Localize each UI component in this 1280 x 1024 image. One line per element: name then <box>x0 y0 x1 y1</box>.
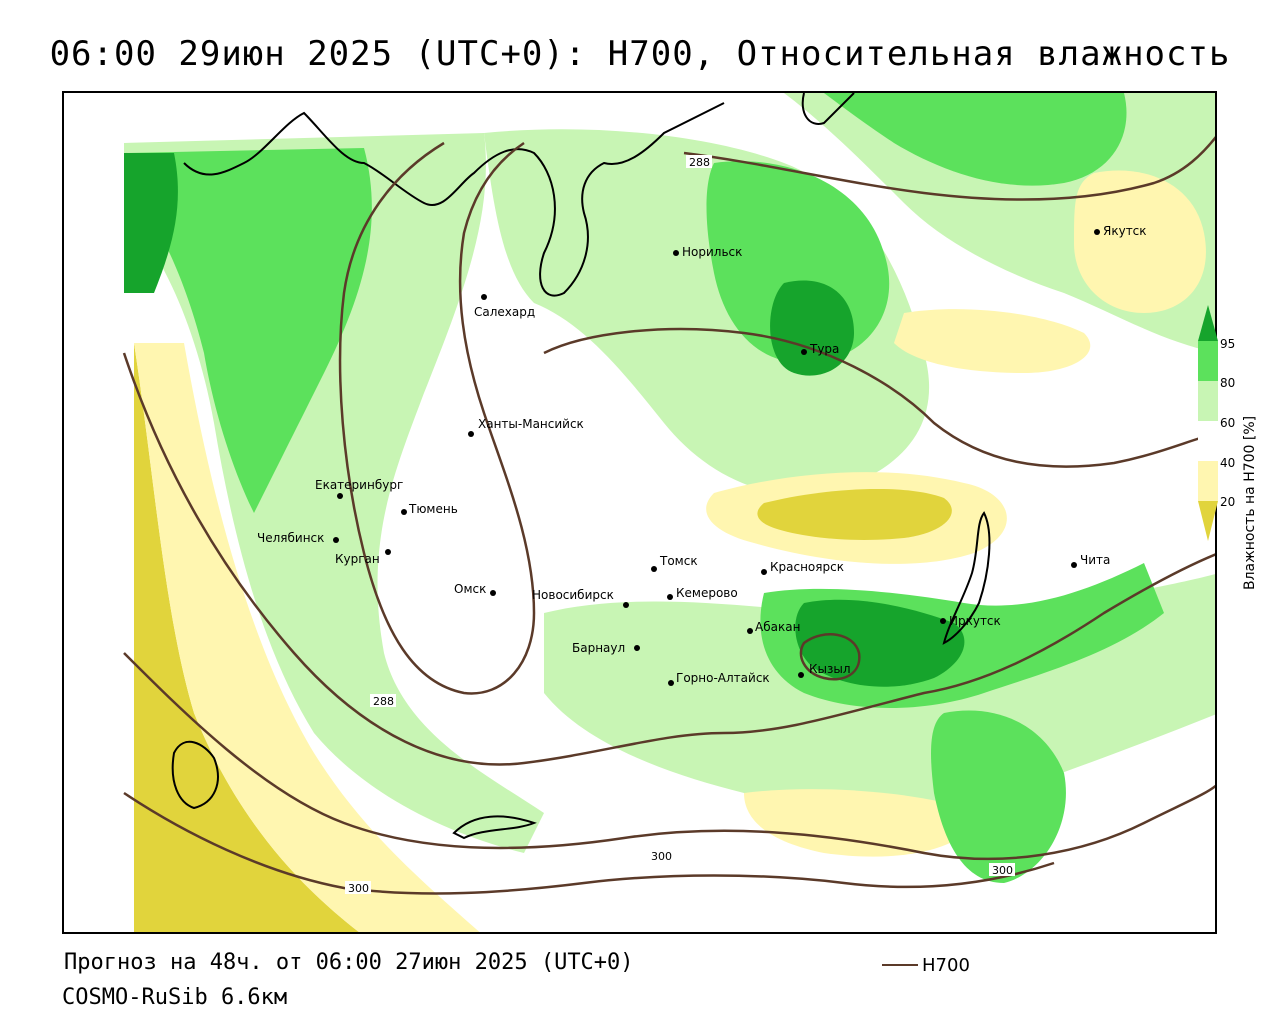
colorbar-wet <box>1198 381 1218 421</box>
city-marker <box>667 594 673 600</box>
colorbar-tick: 40 <box>1220 456 1236 470</box>
colorbar-cap-bottom <box>1198 501 1218 541</box>
very-wet-zone-kyzyl <box>795 599 965 687</box>
wet-zone-northeast <box>824 93 1127 186</box>
city-label: Абакан <box>755 620 800 634</box>
city-marker <box>761 569 767 575</box>
contour-label: 288 <box>373 695 394 708</box>
humidity-field <box>124 93 1215 932</box>
contour-label: 288 <box>689 156 710 169</box>
balkhash-lake <box>452 815 537 840</box>
city-marker <box>668 680 674 686</box>
city-marker <box>747 628 753 634</box>
contour-line-swatch <box>882 964 918 966</box>
h700-contour <box>122 352 1215 766</box>
city-marker <box>337 493 343 499</box>
wet-zone-west <box>124 148 372 513</box>
chart-title: 06:00 29июн 2025 (UTC+0): H700, Относите… <box>49 34 1231 74</box>
city-label: Тура <box>809 342 839 356</box>
city-marker <box>333 537 339 543</box>
caspian-sea <box>171 740 219 810</box>
colorbar-tick: 95 <box>1220 337 1236 351</box>
city-label: Якутск <box>1103 224 1147 238</box>
humidity-colorbar <box>1198 305 1218 541</box>
forecast-info: Прогноз на 48ч. от 06:00 27июн 2025 (UTC… <box>64 950 634 975</box>
city-marker <box>1094 229 1100 235</box>
contour-label: 300 <box>992 864 1013 877</box>
city-marker <box>490 590 496 596</box>
contour-label: 300 <box>348 882 369 895</box>
city-label: Челябинск <box>257 531 324 545</box>
city-label: Тюмень <box>408 502 458 516</box>
city-label: Иркутск <box>949 614 1001 628</box>
h700-contour-kyzyl-low <box>799 633 861 681</box>
city-label: Курган <box>335 552 380 566</box>
city-label: Кемерово <box>676 586 738 600</box>
coastline-east <box>801 93 855 125</box>
city-label: Екатеринбург <box>315 478 403 492</box>
cities: Норильск Якутск Салехард Тура Ханты-Манс… <box>257 224 1147 686</box>
city-marker <box>401 509 407 515</box>
city-label: Новосибирск <box>532 588 614 602</box>
dry-zone-southwest <box>134 343 359 932</box>
city-marker <box>634 645 640 651</box>
h700-contour <box>543 327 1215 468</box>
city-marker <box>385 549 391 555</box>
city-marker <box>481 294 487 300</box>
h700-contours <box>122 136 1215 895</box>
very-wet-zone-west <box>124 153 178 293</box>
h700-contour <box>683 136 1215 201</box>
moist-zone-southeast <box>931 710 1066 883</box>
very-dry-zone-central <box>757 488 952 540</box>
city-label: Норильск <box>682 245 742 259</box>
city-label: Омск <box>454 582 486 596</box>
dry-zone-southwest-light <box>134 343 480 932</box>
city-marker <box>940 618 946 624</box>
colorbar-tick: 80 <box>1220 376 1236 390</box>
city-label: Горно-Алтайск <box>676 671 770 685</box>
colorbar-neutral <box>1198 421 1218 461</box>
contour-labels: 288 288 300 300 300 <box>345 155 1015 895</box>
contour-label: 300 <box>651 850 672 863</box>
city-marker <box>651 566 657 572</box>
city-marker <box>798 672 804 678</box>
city-marker <box>623 602 629 608</box>
h700-contour <box>123 791 1055 895</box>
city-marker <box>673 250 679 256</box>
city-marker <box>468 431 474 437</box>
baikal-lake <box>942 511 991 645</box>
colorbar-tick: 60 <box>1220 416 1236 430</box>
colorbar-title: Влажность на H700 [%] <box>1242 415 1258 590</box>
city-marker <box>1071 562 1077 568</box>
very-wet-zone-tura <box>770 280 854 376</box>
map-canvas: 288 288 300 300 300 Норильск Якутск Сале… <box>122 93 1215 932</box>
contour-legend: H700 <box>882 954 970 976</box>
colorbar-cap-top <box>1198 305 1218 341</box>
h700-contour <box>123 652 1215 861</box>
city-label: Красноярск <box>770 560 844 574</box>
contour-legend-label: H700 <box>922 954 970 976</box>
city-label: Кызыл <box>809 662 851 676</box>
city-label: Томск <box>659 554 698 568</box>
model-name: COSMO-RuSib 6.6км <box>62 985 288 1010</box>
city-label: Салехард <box>474 305 535 319</box>
city-marker <box>801 349 807 355</box>
city-label: Чита <box>1080 553 1110 567</box>
city-label: Барнаул <box>572 641 625 655</box>
dry-zone-south <box>744 789 984 857</box>
h700-contour <box>338 141 536 695</box>
arctic-coastline <box>183 102 725 297</box>
dry-zone-northeast <box>1074 170 1206 313</box>
colorbar-tick: 20 <box>1220 495 1236 509</box>
colorbar-very-wet <box>1198 341 1218 381</box>
dry-zone-east <box>894 309 1091 373</box>
city-label: Ханты-Мансийск <box>478 417 584 431</box>
map-panel: 288 288 300 300 300 Норильск Якутск Сале… <box>62 91 1217 934</box>
colorbar-dry <box>1198 461 1218 501</box>
